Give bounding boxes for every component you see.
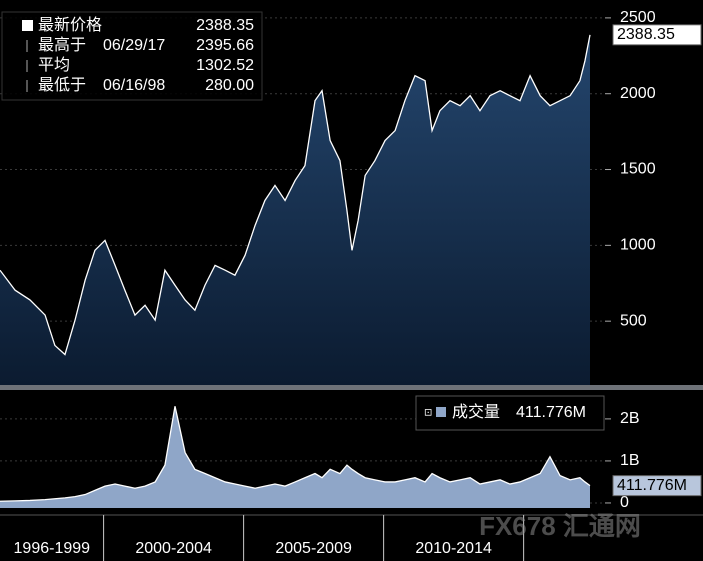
legend-label: 最新价格	[38, 16, 102, 34]
x-axis-bar	[0, 515, 703, 561]
volume-legend-box	[415, 395, 605, 431]
area-fill	[0, 34, 590, 385]
y-tick-label: 2000	[620, 85, 656, 102]
volume-legend-value: 411.776M	[516, 404, 586, 421]
legend-value: 2395.66	[196, 37, 254, 54]
volume-legend-swatch	[436, 407, 446, 417]
legend-swatch	[22, 20, 33, 31]
legend-label: 平均	[38, 56, 70, 74]
period-label: 2000-2004	[135, 540, 212, 557]
period-label: 2005-2009	[275, 540, 352, 557]
period-label: 1996-1999	[14, 540, 91, 557]
legend-label: 最高于	[38, 36, 86, 54]
y-tick-label: 1000	[620, 237, 656, 254]
volume-legend-name: 成交量	[452, 403, 500, 421]
y-tick-label: 0	[620, 494, 629, 511]
period-label: 2010-2014	[415, 540, 492, 557]
legend-box	[1, 11, 263, 101]
volume-legend-icon: ⊡	[424, 408, 432, 419]
marks: 50010001500200025002388.3501B2B411.776M1…	[0, 9, 702, 561]
y-tick-label: 2500	[620, 9, 656, 26]
last-value-label: 411.776M	[617, 477, 687, 494]
watermark: FX678 汇通网	[479, 511, 641, 541]
legend-value: 280.00	[205, 77, 254, 94]
series-line	[0, 406, 591, 502]
legend-value: 2388.35	[196, 17, 254, 34]
y-tick-label: 500	[620, 312, 647, 329]
last-value-label: 2388.35	[617, 26, 675, 43]
last-value-tag	[612, 24, 702, 46]
legend-value: 1302.52	[196, 57, 254, 74]
area-fill	[0, 406, 590, 508]
panel-separator	[0, 385, 703, 390]
legend-date: 06/29/17	[103, 37, 165, 54]
legend-label: 最低于	[38, 76, 86, 94]
y-tick-label: 1B	[620, 452, 640, 469]
y-tick-label: 2B	[620, 410, 640, 427]
legend-date: 06/16/98	[103, 77, 165, 94]
series-line	[0, 34, 591, 356]
last-value-tag	[612, 475, 702, 497]
y-tick-label: 1500	[620, 161, 656, 178]
